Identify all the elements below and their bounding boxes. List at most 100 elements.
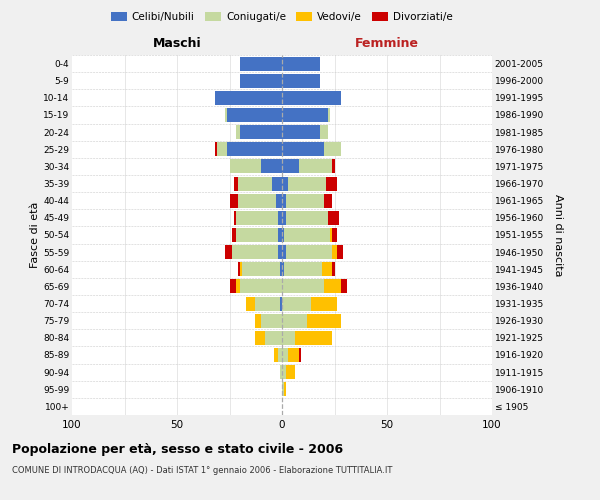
Bar <box>282 280 324 293</box>
Bar <box>278 245 282 259</box>
Bar <box>238 176 271 190</box>
Bar <box>332 160 335 173</box>
Bar <box>282 365 286 379</box>
Bar <box>232 228 236 242</box>
Bar <box>332 228 337 242</box>
Bar <box>307 314 341 328</box>
Bar <box>261 314 282 328</box>
Text: Maschi: Maschi <box>152 37 202 50</box>
Bar <box>286 211 328 225</box>
Bar <box>282 108 328 122</box>
Y-axis label: Anni di nascita: Anni di nascita <box>553 194 563 276</box>
Bar <box>286 194 324 207</box>
Bar <box>229 194 238 207</box>
Bar <box>282 125 320 139</box>
Bar <box>217 142 227 156</box>
Bar <box>284 262 322 276</box>
Bar <box>284 382 286 396</box>
Bar <box>282 331 295 345</box>
Bar <box>236 125 240 139</box>
Bar <box>240 125 282 139</box>
Bar <box>341 280 347 293</box>
Bar <box>240 56 282 70</box>
Bar <box>299 160 332 173</box>
Bar <box>238 262 240 276</box>
Bar <box>324 142 341 156</box>
Bar <box>271 176 282 190</box>
Bar <box>286 245 332 259</box>
Bar <box>246 296 254 310</box>
Bar <box>282 228 284 242</box>
Bar <box>229 280 236 293</box>
Bar <box>322 262 332 276</box>
Bar <box>234 211 236 225</box>
Bar <box>328 108 331 122</box>
Bar <box>282 142 324 156</box>
Bar <box>278 228 282 242</box>
Bar <box>229 160 261 173</box>
Bar <box>332 245 337 259</box>
Bar <box>282 160 299 173</box>
Bar <box>215 142 217 156</box>
Bar <box>280 365 282 379</box>
Bar <box>324 280 341 293</box>
Bar <box>226 108 227 122</box>
Y-axis label: Fasce di età: Fasce di età <box>30 202 40 268</box>
Bar <box>278 348 282 362</box>
Text: Popolazione per età, sesso e stato civile - 2006: Popolazione per età, sesso e stato civil… <box>12 442 343 456</box>
Text: Femmine: Femmine <box>355 37 419 50</box>
Bar <box>265 331 282 345</box>
Bar <box>215 91 282 105</box>
Bar <box>276 194 282 207</box>
Bar <box>282 348 289 362</box>
Bar <box>284 228 331 242</box>
Bar <box>278 211 282 225</box>
Bar <box>274 348 278 362</box>
Bar <box>282 194 286 207</box>
Bar <box>236 211 278 225</box>
Bar <box>254 314 261 328</box>
Bar <box>282 314 307 328</box>
Bar <box>254 296 280 310</box>
Bar <box>240 280 282 293</box>
Bar <box>226 245 232 259</box>
Bar <box>282 91 341 105</box>
Bar <box>282 211 286 225</box>
Bar <box>227 108 282 122</box>
Bar <box>295 331 332 345</box>
Bar <box>227 142 282 156</box>
Bar <box>261 160 282 173</box>
Bar <box>311 296 337 310</box>
Text: COMUNE DI INTRODACQUA (AQ) - Dati ISTAT 1° gennaio 2006 - Elaborazione TUTTITALI: COMUNE DI INTRODACQUA (AQ) - Dati ISTAT … <box>12 466 392 475</box>
Bar <box>337 245 343 259</box>
Bar <box>282 262 284 276</box>
Bar <box>332 262 335 276</box>
Bar <box>282 245 286 259</box>
Bar <box>238 194 276 207</box>
Legend: Celibi/Nubili, Coniugati/e, Vedovi/e, Divorziati/e: Celibi/Nubili, Coniugati/e, Vedovi/e, Di… <box>107 8 457 26</box>
Bar <box>326 176 337 190</box>
Bar <box>240 262 242 276</box>
Bar <box>242 262 280 276</box>
Bar <box>282 296 311 310</box>
Bar <box>331 228 332 242</box>
Bar <box>282 74 320 88</box>
Bar <box>232 245 278 259</box>
Bar <box>282 382 284 396</box>
Bar <box>328 211 338 225</box>
Bar <box>289 176 326 190</box>
Bar <box>324 194 332 207</box>
Bar <box>236 228 278 242</box>
Bar <box>254 331 265 345</box>
Bar <box>289 348 299 362</box>
Bar <box>240 74 282 88</box>
Bar <box>280 296 282 310</box>
Bar <box>234 176 238 190</box>
Bar <box>320 125 328 139</box>
Bar <box>236 280 240 293</box>
Bar <box>282 176 289 190</box>
Bar <box>299 348 301 362</box>
Bar <box>280 262 282 276</box>
Bar <box>286 365 295 379</box>
Bar <box>282 56 320 70</box>
